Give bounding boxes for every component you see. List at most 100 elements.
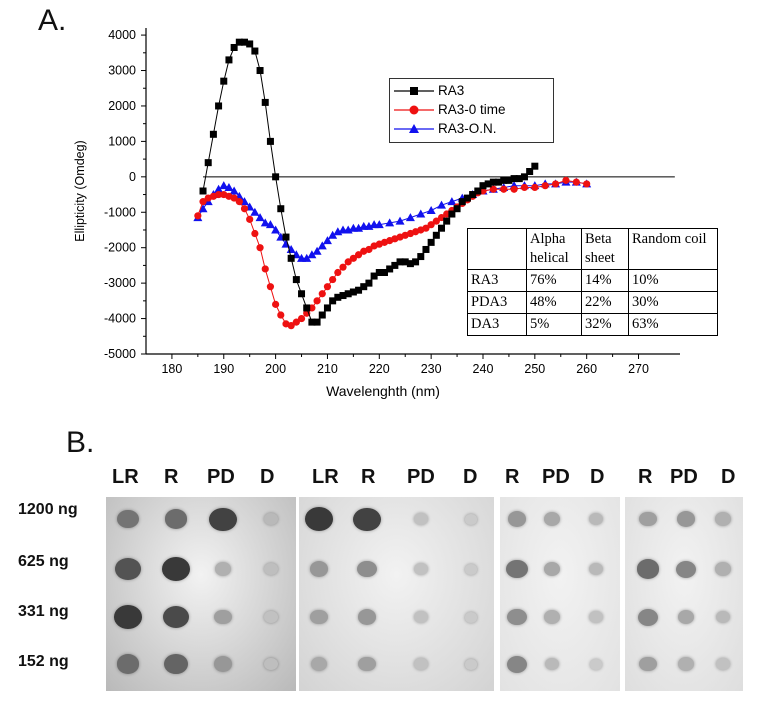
data-point	[463, 194, 471, 202]
data-point	[219, 181, 229, 190]
blot-dot	[507, 608, 527, 626]
data-point	[235, 38, 243, 46]
x-tick-label: 220	[369, 362, 390, 376]
x-axis-label: Wavelenghth (nm)	[326, 383, 440, 399]
data-point	[531, 183, 539, 192]
data-point	[225, 56, 233, 64]
data-point	[266, 137, 274, 145]
blot-dot	[113, 605, 143, 630]
data-point	[541, 182, 549, 190]
data-point	[453, 205, 461, 213]
secondary-structure-table: Alpha helical Beta sheet Random coil RA3…	[467, 228, 718, 336]
data-point	[339, 263, 347, 271]
data-point	[489, 185, 497, 193]
blot-dot	[304, 507, 334, 532]
data-point	[375, 269, 383, 276]
blot-column-header: PD	[542, 466, 570, 488]
blot-dot	[588, 512, 604, 526]
x-tick-label: 180	[161, 362, 182, 376]
data-point	[220, 77, 228, 85]
panel-a-label: A.	[38, 4, 67, 37]
data-point	[386, 265, 394, 273]
blot-dot	[506, 655, 528, 673]
legend-label: RA3	[438, 83, 465, 98]
blot-dot	[464, 513, 478, 525]
table-cell	[467, 228, 527, 270]
blot-dot	[507, 511, 527, 527]
data-point	[303, 304, 311, 312]
table-row: RA3 76% 14% 10%	[467, 269, 718, 292]
blot-column-header: PD	[407, 466, 435, 488]
data-point	[495, 178, 503, 186]
table-row: DA3 5% 32% 63%	[467, 313, 718, 336]
blot-dot	[715, 562, 731, 576]
data-point	[510, 185, 518, 193]
blot-dot	[263, 658, 279, 671]
blot-membrane-1	[106, 497, 296, 691]
blot-dot	[310, 609, 328, 625]
data-point	[510, 175, 518, 183]
data-point	[313, 297, 321, 305]
table-cell: PDA3	[467, 291, 527, 314]
table-header-row: Alpha helical Beta sheet Random coil	[467, 228, 718, 270]
data-point	[520, 173, 528, 181]
data-point	[380, 269, 388, 276]
data-point	[194, 212, 202, 220]
blot-dot	[264, 611, 278, 623]
data-point	[401, 258, 409, 266]
x-tick-label: 240	[473, 362, 494, 376]
table-cell: RA3	[467, 269, 527, 292]
y-tick-label: -4000	[104, 312, 136, 326]
x-tick-label: 260	[576, 362, 597, 376]
blot-dot	[715, 512, 731, 526]
blot-dot	[117, 509, 139, 529]
blot-dot	[675, 560, 697, 578]
data-point	[329, 297, 337, 305]
legend-entry-ra3: RA3	[390, 82, 553, 102]
data-point	[215, 102, 223, 110]
blot-dot	[214, 609, 232, 625]
data-point	[406, 260, 414, 268]
data-point	[312, 246, 322, 255]
data-point	[230, 194, 238, 202]
data-point	[583, 180, 591, 188]
data-point	[328, 230, 338, 239]
data-point	[323, 283, 332, 291]
blot-membrane-4	[625, 497, 743, 691]
data-point	[422, 224, 430, 232]
data-point	[479, 182, 487, 190]
table-cell: 30%	[628, 291, 718, 314]
data-point	[246, 215, 254, 223]
data-point	[199, 187, 207, 195]
table-cell: Alpha helical	[526, 228, 582, 270]
data-point	[531, 162, 539, 170]
table-cell: 63%	[628, 313, 718, 336]
blot-dot	[164, 509, 188, 529]
data-point	[395, 216, 405, 225]
x-tick-label: 190	[213, 362, 234, 376]
data-point	[297, 314, 306, 323]
legend-entry-ra3-0-time: RA3-0 time	[390, 101, 553, 121]
chart-legend: RA3 RA3-0 time RA3-O.N.	[389, 78, 554, 143]
blot-dot	[543, 562, 561, 577]
data-point	[474, 187, 482, 195]
x-tick-label: 210	[317, 362, 338, 376]
blot-dot	[414, 563, 428, 575]
data-point	[427, 221, 435, 229]
y-tick-label: -5000	[104, 347, 136, 361]
data-point	[458, 198, 466, 206]
blot-column-header: PD	[207, 466, 235, 488]
blot-dot	[309, 561, 329, 577]
data-point	[551, 180, 560, 188]
data-point	[272, 173, 280, 181]
blot-dot	[162, 605, 190, 629]
data-point	[354, 251, 363, 259]
data-point	[317, 241, 327, 250]
blot-dot	[589, 658, 603, 670]
data-point	[313, 318, 321, 326]
table-cell: 22%	[581, 291, 629, 314]
data-point	[489, 178, 497, 186]
data-point	[255, 213, 265, 222]
data-point	[277, 205, 285, 213]
data-point	[230, 43, 238, 51]
